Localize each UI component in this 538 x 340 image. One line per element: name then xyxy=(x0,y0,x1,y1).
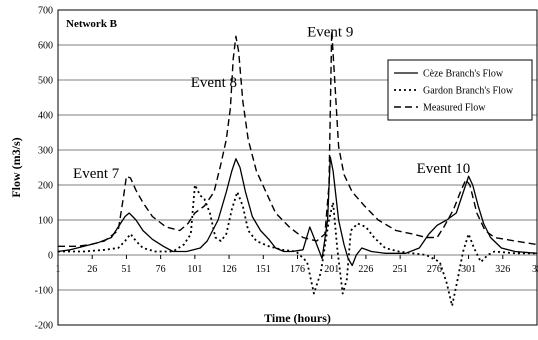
y-tick-label: 0 xyxy=(48,251,53,262)
event-label: Event 10 xyxy=(417,161,471,177)
x-tick-label: 101 xyxy=(187,264,202,275)
x-tick-label: 276 xyxy=(427,264,442,275)
x-tick-label: 35 xyxy=(532,264,538,275)
event-label: Event 8 xyxy=(191,75,237,91)
x-tick-label: 1 xyxy=(56,264,61,275)
y-tick-label: 300 xyxy=(38,146,53,157)
x-tick-label: 326 xyxy=(495,264,510,275)
y-tick-label: -200 xyxy=(35,321,53,332)
x-tick-label: 76 xyxy=(156,264,166,275)
series-line-1 xyxy=(58,184,537,307)
series-lines xyxy=(57,30,538,307)
y-tick-label: 200 xyxy=(38,181,53,192)
event-label: Event 9 xyxy=(307,24,353,40)
y-tick-label: 700 xyxy=(38,6,53,17)
x-tick-label: 226 xyxy=(358,264,373,275)
x-tick-label: 51 xyxy=(121,264,131,275)
y-tick-label: 400 xyxy=(38,111,53,122)
event-label: Event 7 xyxy=(73,166,120,182)
x-tick-label: 176 xyxy=(290,264,305,275)
x-axis-title: Time (hours) xyxy=(264,311,331,325)
series-line-2 xyxy=(58,30,538,247)
y-tick-label: 100 xyxy=(38,216,53,227)
y-tick-label: -100 xyxy=(35,286,53,297)
legend: Cèze Branch's Flow Gardon Branch's Flow Me… xyxy=(387,59,533,121)
x-tick-label: 126 xyxy=(222,264,237,275)
x-tick-label: 251 xyxy=(393,264,408,275)
legend-label: Cèze Branch's Flow xyxy=(423,69,504,80)
y-axis-title: Flow (m3/s) xyxy=(9,137,23,197)
x-tick-label: 201 xyxy=(324,264,339,275)
y-tick-label: 600 xyxy=(38,41,53,52)
legend-label: Gardon Branch's Flow xyxy=(423,86,514,97)
labels: Event 7 Event 8 Event 9 Event 10 xyxy=(73,24,470,182)
x-tick-label: 151 xyxy=(256,264,271,275)
x-tick-label: 26 xyxy=(87,264,97,275)
plot-area xyxy=(57,9,538,326)
x-tick-label: 301 xyxy=(461,264,476,275)
legend-label: Measured Flow xyxy=(423,103,486,114)
y-tick-label: 500 xyxy=(38,76,53,87)
chart-title: Network B xyxy=(66,18,118,30)
legend-box xyxy=(387,59,533,121)
